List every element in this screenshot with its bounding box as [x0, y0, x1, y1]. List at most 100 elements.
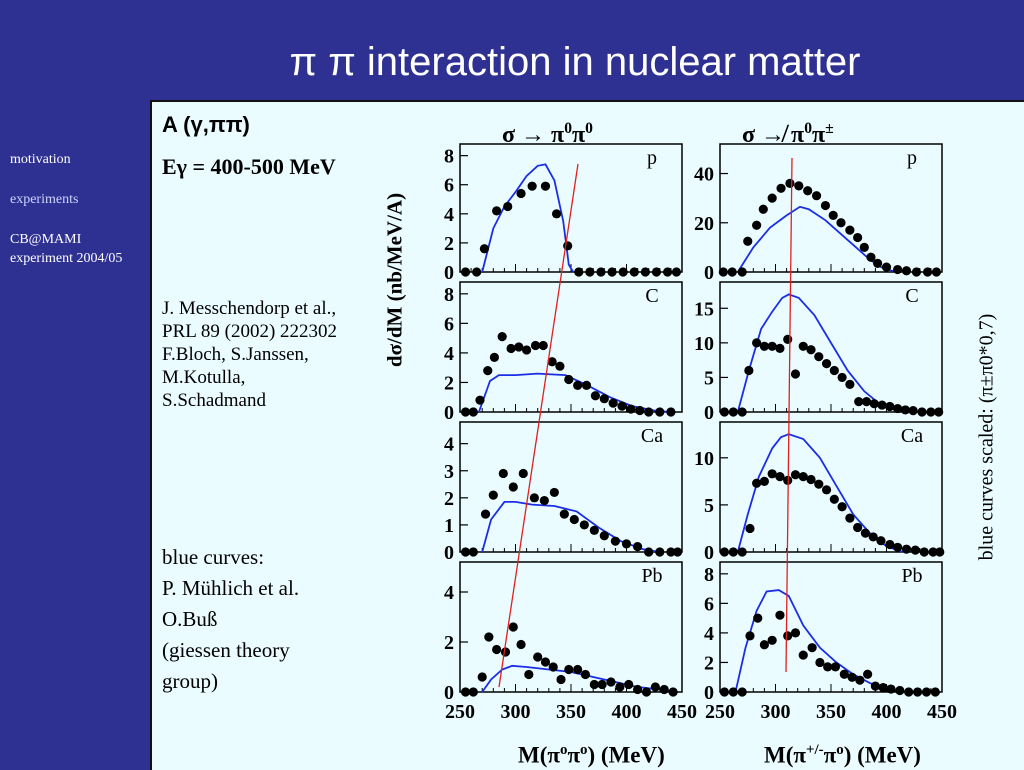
plot-C-pi0pipm-data-point [845, 379, 855, 389]
plot-C-pi0pi0-data-point [506, 343, 516, 354]
plot-C-pi0pipm-data-point [908, 406, 918, 416]
plot-Ca-pi0pipm-model-curve [736, 433, 904, 553]
plot-Ca-pi0pi0-data-point [468, 547, 478, 557]
x-tick-label: 300 [501, 701, 531, 723]
plot-Ca-pi0pi0-data-point [633, 541, 643, 552]
plot-Ca-pi0pi0-data-point [559, 509, 569, 519]
plot-C-pi0pi0-data-point [468, 407, 478, 417]
plot-Ca-pi0pi0-data-point [666, 547, 676, 557]
plot-Pb-pi0pi0-data-point [508, 622, 518, 632]
plot-Pb-pi0pi0-data-point [615, 682, 625, 692]
nav-item-cbmami[interactable]: CB@MAMI experiment 2004/05 [10, 232, 123, 266]
nav-item-motivation[interactable]: motivation [10, 152, 71, 167]
plot-Ca-pi0pi0-data-point [672, 547, 683, 557]
plot-Pb-pi0pipm-data-point [886, 684, 896, 694]
plot-Ca-pi0pi0-data-point [569, 514, 579, 525]
plot-Ca-pi0pipm-data-point [860, 528, 871, 538]
plot-Pb-pi0pipm-data-point [753, 613, 763, 623]
x-tick-label: 400 [612, 701, 642, 723]
plot-Ca-pi0pi0-ytick-label: 2 [444, 488, 454, 510]
plot-Pb-pi0pipm-data-point [921, 687, 932, 697]
plot-Ca-pi0pipm-data-point [719, 547, 730, 557]
plot-Pb-pi0pi0-data-point [580, 669, 591, 680]
plot-p-pi0pipm-data-point [866, 252, 876, 262]
plot-C-pi0pipm-data-point [926, 407, 936, 417]
plot-Pb-pi0pi0-data-point [460, 687, 471, 697]
plot-C-pi0pipm-data-point [885, 401, 895, 412]
plot-Ca-pi0pi0-data-point [508, 482, 518, 492]
plot-Pb-pi0pipm-data-point [790, 628, 801, 638]
plot-Pb-pi0pi0-ytick-label: 0 [444, 682, 454, 704]
plot-C-pi0pipm-data-point [728, 407, 738, 417]
reference-text: J. Messchendorp et al., PRL 89 (2002) 22… [162, 298, 338, 411]
plot-C-pi0pi0-data-point [475, 395, 485, 405]
plot-Ca-pi0pi0-data-point [498, 468, 508, 479]
plot-Ca-pi0pi0-data-point [655, 547, 665, 557]
marker-line-right [785, 157, 793, 673]
plot-Pb-pi0pi0-data-point [633, 684, 643, 695]
plot-p-pi0pipm-data-point [803, 186, 813, 196]
column-header-pi0pi0: σ → π0π0 [502, 120, 593, 148]
plot-Pb-pi0pipm-ytick-label: 0 [704, 682, 714, 704]
plot-Pb-pi0pi0-data-point [564, 664, 574, 675]
plot-p-pi0pi0-data-point [651, 267, 662, 277]
plot-p-pi0pi0-ytick-label: 6 [444, 175, 454, 197]
plot-p-pi0pipm-data-point [931, 267, 942, 277]
x-tick-label: 250 [445, 701, 475, 723]
plot-Ca-pi0pipm-data-point [829, 494, 839, 504]
plot-C-pi0pi0-model-curve [478, 372, 671, 413]
nav-item-experiments[interactable]: experiments [10, 192, 79, 207]
plot-C-pi0pipm-data-point [744, 365, 754, 376]
plot-Ca-pi0pipm-ytick-label: 0 [704, 542, 714, 564]
plot-C-pi0pipm-data-point [821, 358, 832, 369]
plot-p-pi0pi0-data-point [629, 267, 639, 277]
plot-Pb-pi0pipm-data-point [895, 685, 905, 696]
plot-Pb-pi0pipm-data-point [719, 687, 730, 697]
plot-Pb-pi0pipm-data-point [767, 635, 777, 645]
plot-Ca-pi0pipm-data-point [759, 476, 770, 486]
plot-Ca-pi0pi0-data-point [599, 531, 609, 541]
plot-C-pi0pi0-data-point [555, 361, 565, 371]
plot-C-pi0pi0-ytick-label: 0 [444, 402, 454, 424]
plot-Ca-pi0pi0-ytick-label: 4 [444, 434, 454, 456]
plot-p-pi0pi0-data-point [516, 188, 526, 199]
plot-p-pi0pipm-data-point [859, 242, 869, 252]
plot-p-pi0pi0-data-point [618, 267, 628, 277]
plot-C-pi0pi0-ytick-label: 4 [444, 343, 454, 365]
plot-Ca-pi0pi0-data-point [579, 520, 589, 530]
plot-C-pi0pipm-data-point [814, 352, 824, 362]
plot-C-pi0pi0-data-point [666, 407, 676, 417]
plot-p-pi0pi0-data-point [596, 267, 606, 277]
plot-p-pi0pipm-model-curve [737, 205, 900, 273]
plot-p-pi0pi0-data-point [563, 241, 573, 251]
plot-C-pi0pipm-model-curve [736, 293, 909, 413]
plot-p-pi0pipm-data-point [811, 191, 822, 201]
plot-Pb-pi0pipm-data-point [745, 631, 755, 641]
plot-C-pi0pi0-data-point [489, 352, 500, 362]
plot-p-pi0pi0-data-point [492, 206, 502, 216]
plot-Pb-pi0pi0-data-point [516, 639, 526, 650]
plot-C-pi0pipm-data-point [829, 365, 839, 376]
plot-C-pi0pi0-data-point [483, 366, 493, 376]
plot-p-pi0pipm-data-point [881, 262, 892, 272]
plot-C-pi0pipm-data-point [893, 403, 903, 414]
plot-C-pi0pipm-data-point [837, 372, 847, 383]
plot-C-pi0pi0-data-point [590, 391, 601, 401]
plot-Pb-pi0pi0-nucleus-label: Pb [641, 565, 662, 587]
plot-Pb-pi0pi0-data-point [606, 677, 616, 687]
plot-p-pi0pi0-ytick-label: 8 [444, 146, 454, 168]
plot-Ca-pi0pipm-data-point [821, 485, 832, 495]
plot-p-pi0pipm-data-point [828, 210, 838, 220]
plot-Pb-pi0pipm-data-point [728, 687, 738, 697]
plot-Pb-pi0pipm-ytick-label: 2 [704, 652, 714, 674]
plot-C-pi0pipm-data-point [934, 407, 944, 417]
plot-C-pi0pipm-data-point [719, 407, 730, 417]
plot-Ca-pi0pipm-data-point [798, 472, 808, 482]
plot-p-pi0pipm-data-point [718, 267, 728, 277]
plot-Ca-pi0pipm-data-point [901, 544, 912, 554]
plot-Pb-pi0pi0-data-point [641, 687, 652, 697]
plot-Ca-pi0pipm-data-point [775, 472, 785, 482]
plot-Ca-pi0pi0-data-point [480, 509, 491, 519]
sidebar-nav: motivation experiments CB@MAMI experimen… [10, 150, 140, 289]
x-tick-label: 250 [705, 701, 735, 723]
